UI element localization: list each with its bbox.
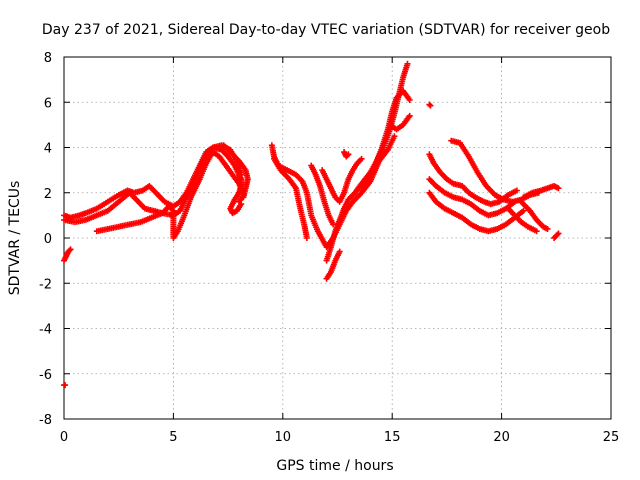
data-point-series-v xyxy=(555,185,562,192)
x-tick-label: 20 xyxy=(493,430,510,445)
y-tick-label: -8 xyxy=(39,413,52,428)
y-tick-label: 2 xyxy=(44,187,52,202)
data-point-series-e xyxy=(62,382,69,389)
data-point-series-s xyxy=(520,207,527,214)
x-tick-label: 15 xyxy=(384,430,401,445)
data-point-series-c xyxy=(236,198,243,205)
data-point-series-n xyxy=(406,112,413,119)
data-point-series-p xyxy=(427,102,434,109)
y-tick-label: -2 xyxy=(39,277,52,292)
x-axis-label: GPS time / hours xyxy=(276,458,393,474)
y-tick-label: 6 xyxy=(44,96,52,111)
x-tick-label: 10 xyxy=(275,430,292,445)
data-point-series-d xyxy=(67,246,74,253)
x-tick-label: 25 xyxy=(603,430,620,445)
data-point-series-h xyxy=(303,235,310,241)
chart-title: Day 237 of 2021, Sidereal Day-to-day VTE… xyxy=(42,22,610,38)
data-point-series-p xyxy=(426,101,433,108)
data-point-series-b xyxy=(238,171,245,178)
data-point-series-i xyxy=(336,248,343,255)
data-point-series-o xyxy=(345,151,352,158)
y-tick-label: 8 xyxy=(44,51,52,66)
x-tick-label: 0 xyxy=(60,430,68,445)
grid-lines xyxy=(64,57,611,419)
data-point-series-u xyxy=(544,225,551,232)
data-point-series-m xyxy=(406,96,413,103)
data-point-series-l xyxy=(358,155,365,162)
data-point-series-x xyxy=(555,230,562,237)
y-tick-label: 4 xyxy=(44,142,52,157)
y-axis-label: SDTVAR / TECUs xyxy=(7,181,23,296)
data-point-series-g xyxy=(391,133,398,140)
data-point-series-d xyxy=(66,247,73,254)
data-point-series-j xyxy=(404,60,411,67)
data-points xyxy=(61,60,562,389)
y-tick-label: -6 xyxy=(39,368,52,383)
data-point-series-k xyxy=(330,221,337,228)
data-point-series-o xyxy=(344,152,351,159)
y-tick-label: 0 xyxy=(44,232,52,247)
y-tick-label: -4 xyxy=(39,323,52,338)
data-point-series-f xyxy=(240,194,247,201)
data-point-series-x xyxy=(554,231,561,238)
data-point-series-w xyxy=(533,228,540,235)
axis-ticks: 0 5 10 15 20 25 -8 -6 -4 -2 0 2 4 6 8 xyxy=(39,51,619,445)
data-point-series-q xyxy=(513,187,520,194)
x-tick-label: 5 xyxy=(169,430,177,445)
